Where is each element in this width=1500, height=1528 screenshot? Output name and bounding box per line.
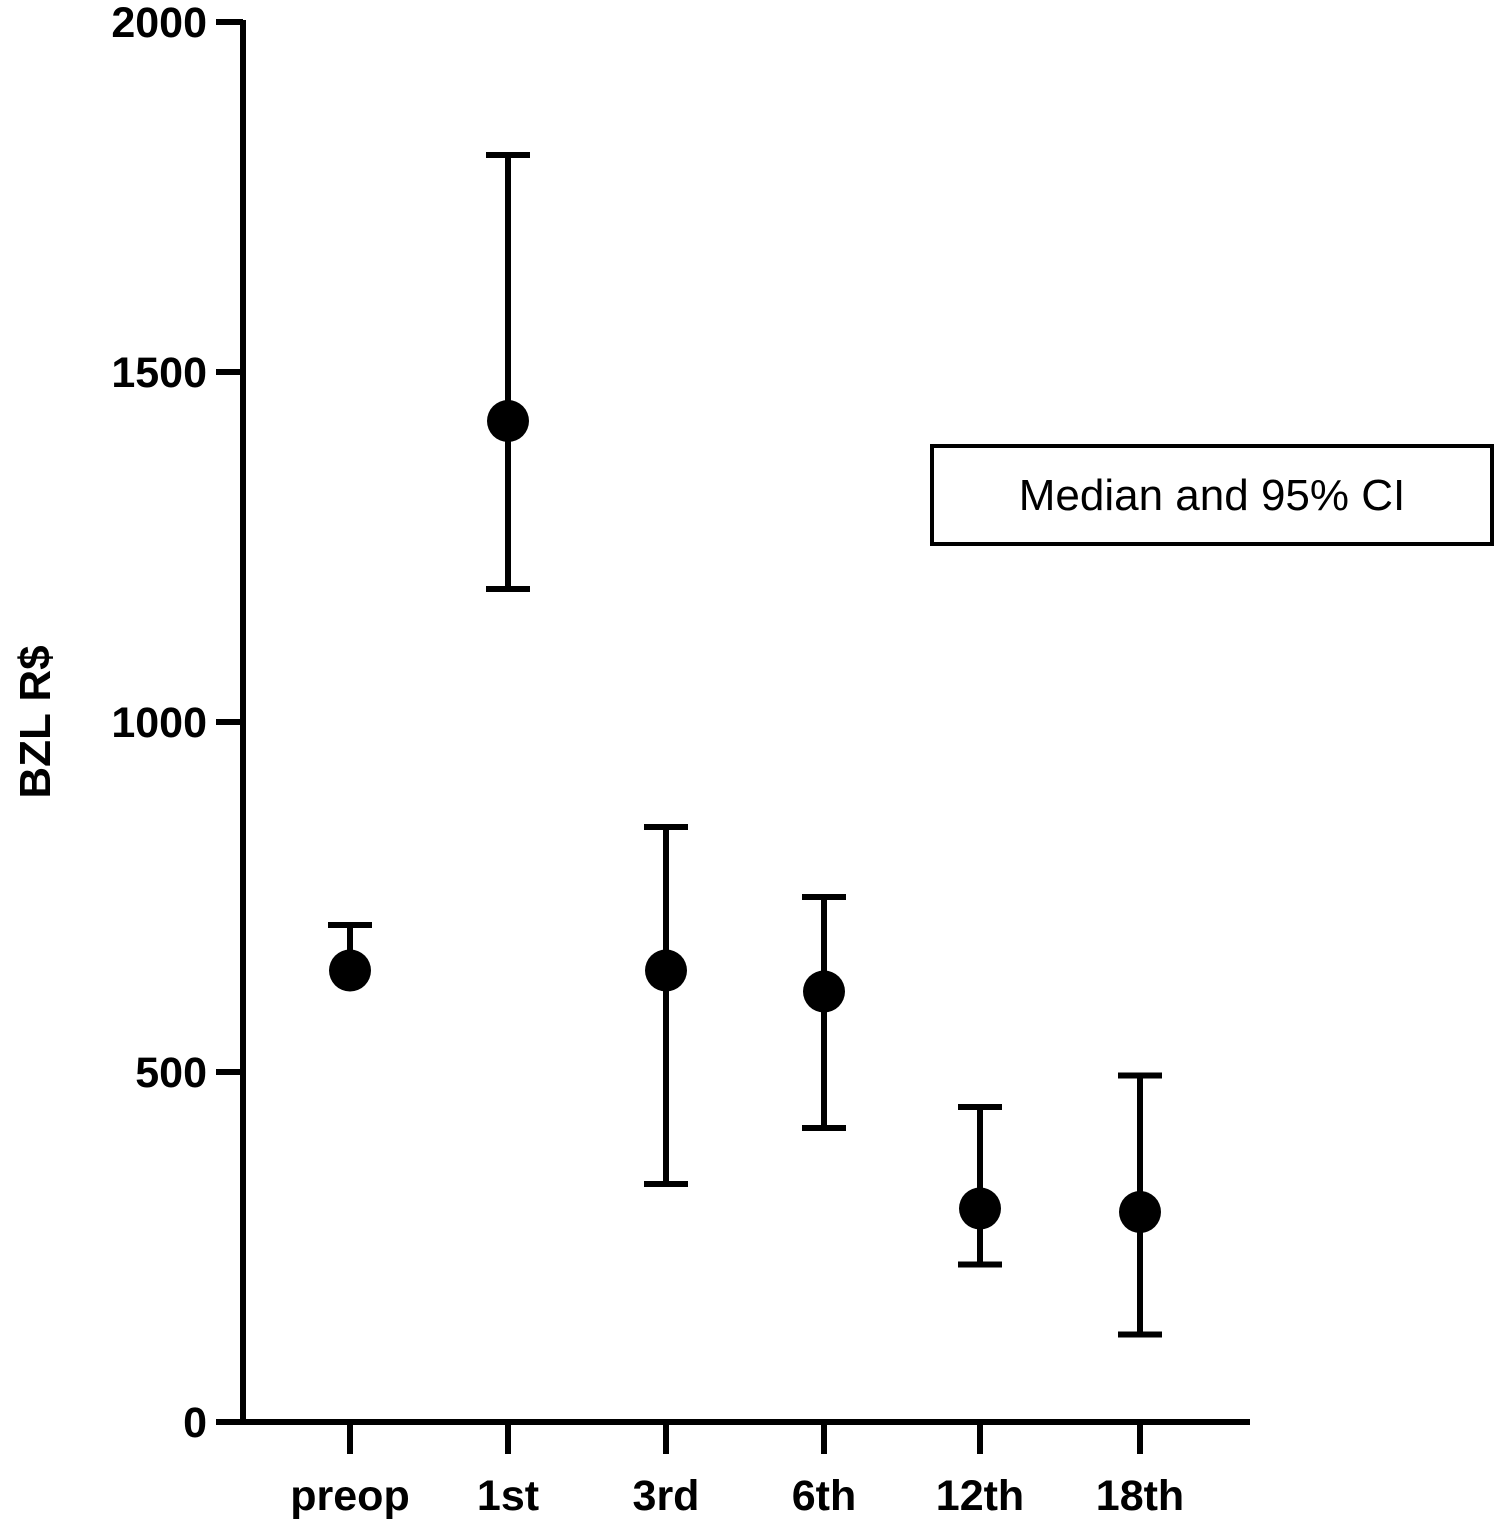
legend-label: Median and 95% CI [1019, 471, 1405, 520]
x-tick-label: 3rd [633, 1472, 700, 1520]
median-point [959, 1187, 1001, 1230]
x-tick-label: 1st [477, 1472, 539, 1520]
legend-box: Median and 95% CI [930, 444, 1494, 546]
y-tick-label: 0 [183, 1399, 207, 1447]
legend-border [930, 444, 1494, 546]
y-tick-label: 2000 [111, 0, 207, 47]
axes: 0 500 1000 1500 2000 preop 1st 3rd 6th 12th 18th [111, 0, 1250, 1520]
y-axis-title: BZL R$ [11, 645, 60, 798]
median-point [645, 949, 687, 992]
median-point [1119, 1191, 1161, 1233]
data-marks [328, 152, 1162, 1338]
x-tick-label: 12th [936, 1472, 1024, 1520]
x-tick-label: preop [290, 1472, 409, 1520]
median-point [487, 400, 529, 442]
median-point [329, 949, 371, 992]
y-tick-label: 500 [135, 1049, 207, 1097]
y-tick-label: 1500 [111, 349, 207, 397]
x-tick-label: 18th [1096, 1472, 1184, 1520]
x-tick-label: 6th [792, 1472, 857, 1520]
y-tick-label: 1000 [111, 699, 207, 747]
median-point [803, 970, 845, 1013]
